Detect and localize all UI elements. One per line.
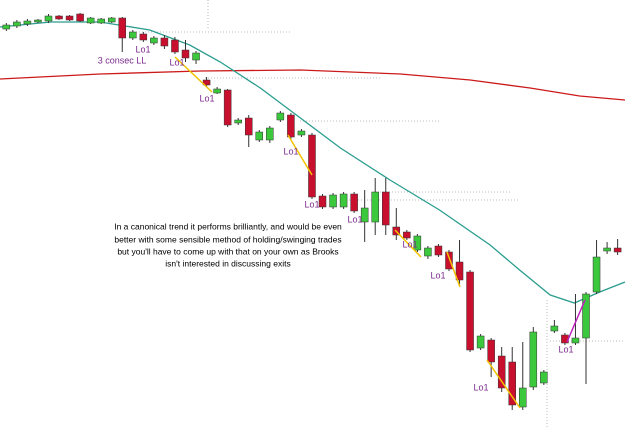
candle-body xyxy=(603,247,611,252)
candle-body xyxy=(329,194,337,208)
candle-body xyxy=(455,261,464,281)
candle-body xyxy=(445,251,453,270)
candle-body xyxy=(213,88,221,94)
candle-body xyxy=(519,387,527,408)
candle-body xyxy=(23,20,32,25)
candle-body xyxy=(308,134,316,198)
candle-body xyxy=(487,339,495,363)
candle-body xyxy=(97,18,105,24)
candle-body xyxy=(65,15,74,21)
trend-line xyxy=(566,299,586,343)
candle-body xyxy=(434,245,443,256)
candle-body xyxy=(139,33,148,41)
candle-body xyxy=(192,52,200,61)
candle-body xyxy=(360,207,369,223)
candle-body xyxy=(540,371,548,384)
candle-body xyxy=(287,114,295,138)
candle-body xyxy=(181,49,190,59)
candle-body xyxy=(34,19,42,23)
trend-line xyxy=(394,229,422,258)
candle-body xyxy=(202,79,211,86)
annotation: Lo1 xyxy=(135,44,150,54)
candle-body xyxy=(497,355,506,389)
candle-body xyxy=(44,15,53,22)
candle-body xyxy=(107,17,116,23)
ma-line xyxy=(0,21,625,304)
trend-line xyxy=(287,134,313,176)
candle-body xyxy=(150,37,158,44)
ma-line xyxy=(0,69,625,101)
candle-body xyxy=(350,193,358,212)
candle-body xyxy=(613,247,622,253)
annotation: Lo1 xyxy=(347,214,362,224)
candle-body xyxy=(424,247,432,257)
annotation: Lo1 xyxy=(199,93,214,103)
trend-lines xyxy=(174,56,586,409)
annotation: Lo1 xyxy=(473,382,488,392)
candle-body xyxy=(160,37,169,47)
annotation: Lo1 xyxy=(430,270,445,280)
candle-body xyxy=(382,191,390,226)
candle-body xyxy=(55,15,63,20)
candle-body xyxy=(76,13,84,22)
candle-body xyxy=(244,117,253,136)
candle-body xyxy=(255,131,264,141)
candle-body xyxy=(582,293,590,339)
candle-body xyxy=(466,271,474,351)
candle-body xyxy=(508,361,516,406)
annotation: Lo1 xyxy=(304,199,319,209)
candle-body xyxy=(413,235,422,251)
candle-body xyxy=(550,325,559,332)
candle-body xyxy=(371,191,379,223)
trend-line xyxy=(174,56,213,93)
candle-body xyxy=(297,130,306,136)
candle-body xyxy=(223,89,232,126)
annotation: Lo1 xyxy=(402,239,417,249)
candle-body xyxy=(86,17,95,24)
candle-body xyxy=(171,39,179,53)
candle-body xyxy=(476,335,485,349)
candle-body xyxy=(13,21,21,27)
candle-body xyxy=(403,231,411,239)
trend-line xyxy=(486,359,521,409)
candle-body xyxy=(118,17,127,39)
annotation: 3 consec LL xyxy=(98,55,147,65)
candle-body xyxy=(2,24,11,30)
note-line: but you'll have to come up with that on … xyxy=(117,246,338,256)
note-line: In a canonical trend it performs brillia… xyxy=(114,221,342,231)
candle-body xyxy=(592,256,601,293)
annotation: Lo1 xyxy=(169,57,184,67)
candle-body xyxy=(234,119,242,124)
note-line: isn't interested in discussing exits xyxy=(165,258,290,268)
candle-body xyxy=(318,195,327,208)
note-line: better with some sensible method of hold… xyxy=(114,234,341,244)
annotation: Lo1 xyxy=(558,344,573,354)
candle-body xyxy=(571,337,580,344)
candle-body xyxy=(276,112,285,121)
annotation: Lo1 xyxy=(283,146,298,156)
trend-line xyxy=(446,251,461,288)
candle-body xyxy=(529,331,538,388)
note: In a canonical trend it performs brillia… xyxy=(114,221,342,268)
candle-body xyxy=(266,127,274,141)
annotations: Lo1 3 consec LL Lo1 Lo1 Lo1 Lo1 Lo1 Lo1 … xyxy=(98,44,574,392)
plot xyxy=(0,13,625,410)
candle-body xyxy=(339,193,348,208)
candle-body xyxy=(129,31,137,39)
